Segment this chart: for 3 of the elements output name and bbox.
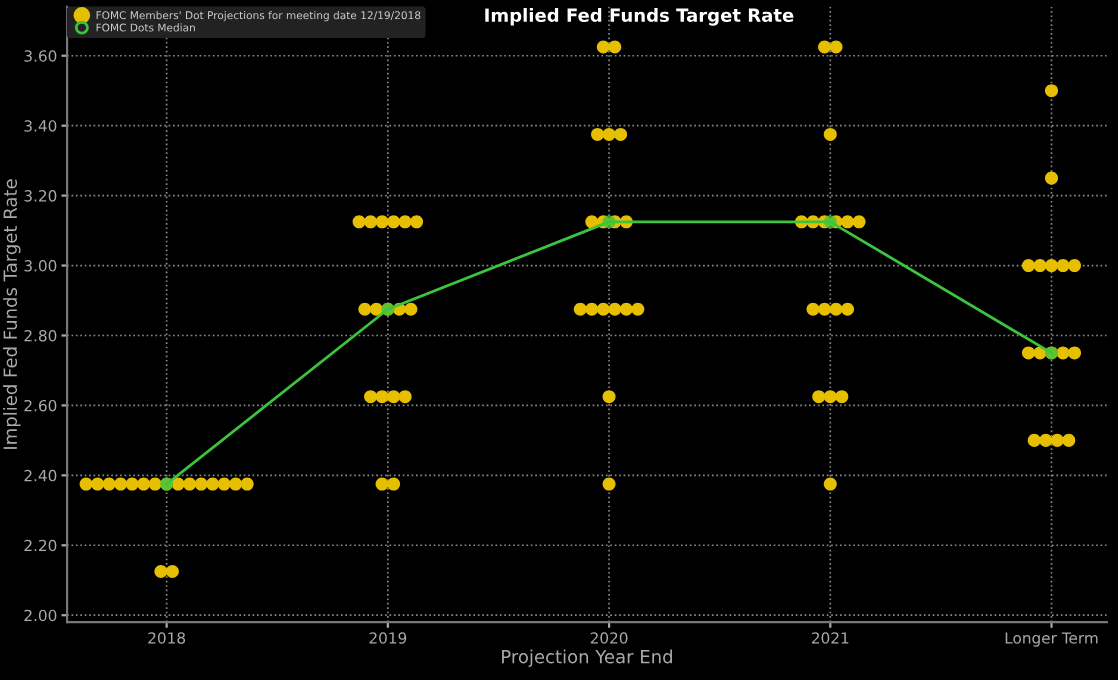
x-axis-title: Projection Year End	[502, 649, 672, 667]
y-axis-title: Implied Fed Funds Target Rate	[3, 179, 21, 449]
chart-title: Implied Fed Funds Target Rate	[485, 8, 794, 26]
